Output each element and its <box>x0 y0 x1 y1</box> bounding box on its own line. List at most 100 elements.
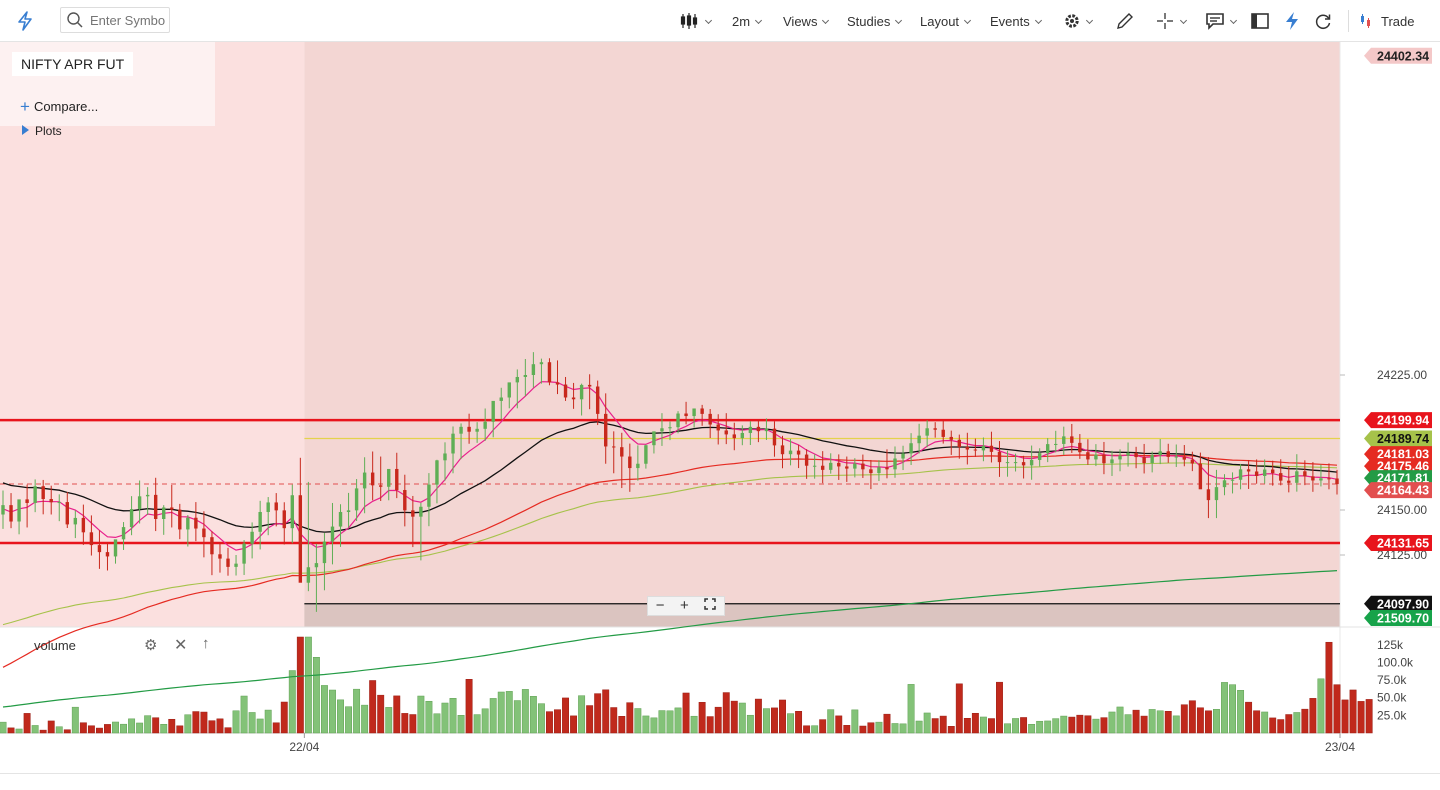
zoom-in-button[interactable]: + <box>679 597 689 614</box>
interval-label: 2m <box>732 13 751 29</box>
volume-bar <box>963 717 971 734</box>
zoom-out-button[interactable]: − <box>655 597 665 614</box>
candle-body <box>885 467 889 470</box>
layout-dropdown[interactable]: Layout <box>920 0 972 42</box>
interval-dropdown[interactable]: 2m <box>732 0 763 42</box>
volume-bar <box>47 720 55 734</box>
candle-body <box>427 484 431 507</box>
price-chart-svg[interactable]: 24225.00 24150.00 24125.00 125k 100.0k 75.0k 5… <box>0 42 1440 773</box>
chart-type-dropdown[interactable] <box>680 0 713 42</box>
volume-bar <box>674 707 682 734</box>
candle-body <box>748 426 753 433</box>
volume-bar <box>473 714 481 734</box>
volume-bar <box>738 702 746 734</box>
volume-bar <box>1285 714 1293 734</box>
candle-body <box>700 408 704 414</box>
kite-logo-icon[interactable] <box>14 0 36 42</box>
pencil-icon <box>1117 13 1133 29</box>
candle-body <box>170 507 174 510</box>
candle-body <box>587 384 592 387</box>
candle-body <box>1303 471 1307 477</box>
volume-bar <box>947 726 955 734</box>
candle-body <box>716 424 720 431</box>
candle-body <box>620 447 624 457</box>
volume-bar <box>184 714 192 734</box>
candle-body <box>941 429 945 437</box>
volume-bar <box>546 711 553 734</box>
chart-area[interactable]: 24225.00 24150.00 24125.00 125k 100.0k 75.0k 5… <box>0 42 1440 790</box>
candle-body <box>531 364 536 375</box>
candle-body <box>796 450 801 455</box>
candle-body <box>1287 480 1291 483</box>
candle-body <box>137 496 142 510</box>
candle-body <box>483 421 487 429</box>
candle-body <box>628 456 632 469</box>
volume-bar <box>1100 717 1108 734</box>
volume-bar <box>754 698 762 734</box>
volume-bar <box>602 689 610 734</box>
candle-body <box>1174 456 1178 458</box>
candle-body <box>210 537 214 555</box>
views-dropdown[interactable]: Views <box>783 0 830 42</box>
refresh-button[interactable] <box>1313 0 1333 42</box>
candle-body <box>764 428 769 432</box>
volume-bar <box>1229 684 1236 734</box>
volume-bar <box>1261 711 1269 734</box>
quick-trade-button[interactable] <box>1284 0 1300 42</box>
candle-body <box>362 472 367 489</box>
volume-bar <box>104 724 111 734</box>
candle-body <box>419 506 423 517</box>
events-dropdown[interactable]: Events <box>990 0 1042 42</box>
volume-bar <box>883 713 891 734</box>
search-input[interactable] <box>88 11 168 29</box>
candle-body <box>1110 459 1114 464</box>
crosshair-dropdown[interactable] <box>1155 0 1188 42</box>
candle-body <box>901 453 905 459</box>
comment-dropdown[interactable] <box>1205 0 1238 42</box>
candle-body <box>1271 469 1275 474</box>
symbol-label[interactable]: NIFTY APR FUT <box>12 52 134 76</box>
candle-body <box>1238 469 1243 480</box>
draw-tool-button[interactable] <box>1115 0 1135 42</box>
volume-bar <box>345 706 353 734</box>
volume-bar <box>513 700 521 734</box>
candle-body <box>1126 452 1130 456</box>
x-tick-label: 23/04 <box>1325 740 1355 754</box>
candle-body <box>644 445 648 464</box>
volume-bar <box>1140 715 1148 734</box>
candle-body <box>499 397 503 401</box>
volume-close-icon[interactable]: ✕ <box>174 637 188 654</box>
toolbar-divider <box>1348 10 1349 32</box>
volume-bar <box>39 729 47 734</box>
volume-bar <box>562 697 569 734</box>
volume-bar <box>23 713 31 734</box>
symbol-search[interactable] <box>60 7 170 33</box>
studies-dropdown[interactable]: Studies <box>847 0 903 42</box>
volume-bar <box>586 705 594 734</box>
volume-bar <box>1164 711 1172 734</box>
volume-bar <box>1180 704 1188 734</box>
volume-bar <box>481 708 489 734</box>
volume-bar <box>642 715 650 734</box>
candle-body <box>49 499 53 503</box>
candle-body <box>997 451 1002 463</box>
volume-settings-gear-icon[interactable]: ⚙ <box>144 637 158 654</box>
volume-bar <box>425 700 433 734</box>
settings-dropdown[interactable] <box>1063 0 1094 42</box>
volume-bar <box>337 699 344 734</box>
candle-body <box>475 428 479 432</box>
trade-button[interactable]: Trade <box>1359 0 1414 42</box>
plots-toggle[interactable]: Plots <box>22 124 62 138</box>
candle-body <box>724 430 728 435</box>
volume-bar <box>891 723 899 734</box>
panel-toggle-button[interactable] <box>1251 0 1269 42</box>
candle-body <box>242 543 246 564</box>
compare-button[interactable]: + Compare... <box>20 97 98 117</box>
volume-bar <box>232 710 240 734</box>
plus-icon: + <box>20 97 30 116</box>
candle-body <box>515 376 520 383</box>
volume-move-up-icon[interactable]: ↑ <box>202 635 210 652</box>
zoom-controls: − + <box>647 596 725 616</box>
volume-bar <box>176 725 184 734</box>
fullscreen-button[interactable] <box>704 597 716 615</box>
